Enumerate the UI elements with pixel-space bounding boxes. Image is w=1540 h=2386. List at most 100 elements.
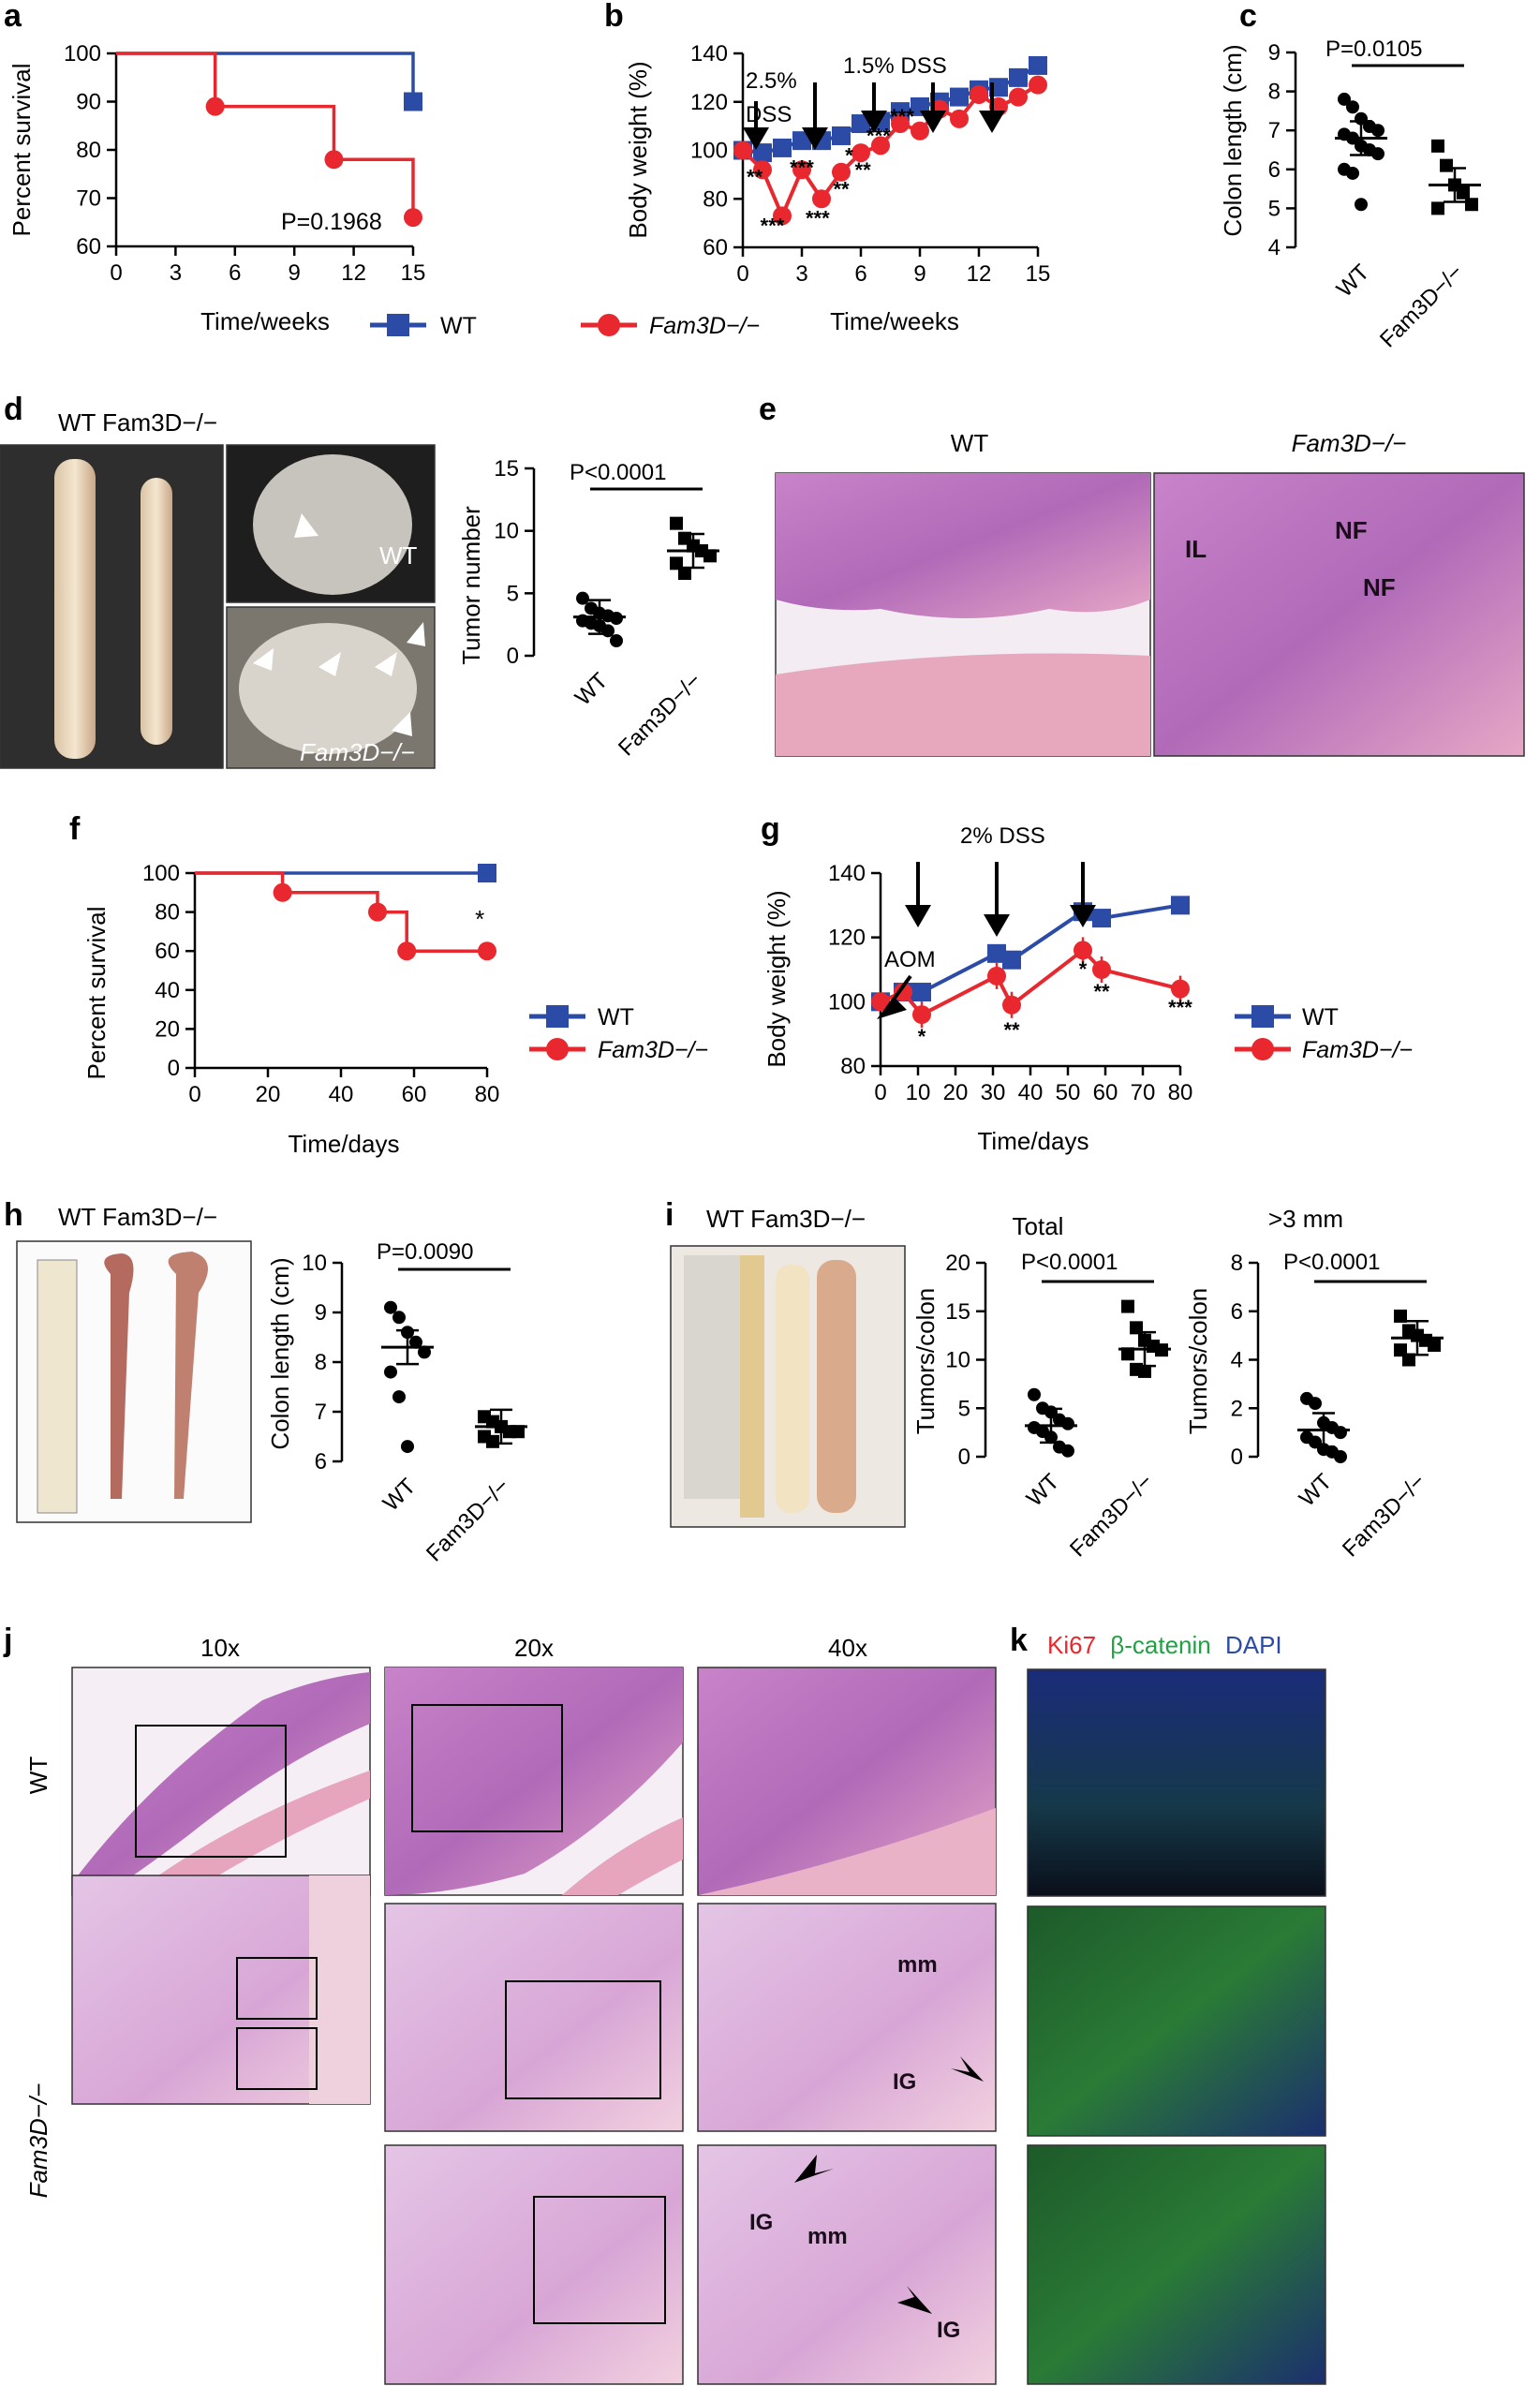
- panel-b-chart: Body weight (%) Time/weeks 2.5% DSS 1.5%…: [624, 41, 1050, 335]
- panel-h-y-tick-label: 8: [315, 1350, 327, 1375]
- panel-a-ko-point: [324, 150, 344, 170]
- panel-c-y-tick-label: 4: [1268, 235, 1281, 260]
- panel-label-j: j: [3, 1623, 12, 1658]
- panel-a-wt-point: [404, 92, 422, 111]
- panel-i-3mm-y-tick-label: 6: [1231, 1299, 1243, 1325]
- panel-h-ylabel: Colon length (cm): [266, 1257, 294, 1449]
- panel-b-sig-star: ***: [761, 214, 785, 237]
- panel-i-total-pvalue: P<0.0001: [1021, 1250, 1118, 1275]
- panel-c-ko-point: [1431, 201, 1444, 215]
- panel-i-title-total: Total: [1013, 1212, 1064, 1240]
- panel-i-colon-ko: [817, 1260, 856, 1513]
- panel-b-ko-point: [911, 121, 929, 141]
- panel-b-dss-arrow-head: [920, 111, 946, 133]
- zoom-box: [533, 2196, 666, 2324]
- panel-h-y-tick-label: 10: [302, 1251, 327, 1276]
- panel-a-y-tick-label: 100: [64, 41, 101, 67]
- panel-f-x-tick-label: 0: [188, 1082, 200, 1107]
- panel-g-wt-point: [987, 943, 1006, 963]
- panel-f-y-tick-label: 60: [155, 939, 180, 964]
- panel-g-annot-dss: 2% DSS: [960, 823, 1045, 849]
- panel-i-ruler: [740, 1255, 764, 1518]
- panel-a-x-tick-label: 15: [401, 260, 426, 286]
- panel-h-wt-point: [384, 1365, 397, 1379]
- panel-g-wt-point: [1092, 909, 1111, 928]
- panel-h-category-label: Fam3D−/−: [422, 1474, 514, 1566]
- panel-f-sig-star: *: [475, 905, 484, 933]
- panel-j-ko-40x-a: [697, 1903, 997, 2132]
- panel-i-total-ylabel: Tumors/colon: [911, 1288, 940, 1435]
- panel-b-y-tick-label: 100: [690, 139, 728, 164]
- panel-b-x-tick-label: 12: [967, 261, 992, 287]
- panel-i-total-chart: Tumors/colon P<0.0001 0 5 10 15 20 WT Fam3D−/−: [911, 1250, 1171, 1562]
- panel-f-y-tick-label: 100: [142, 861, 180, 886]
- panel-i-3mm-y-tick-label: 2: [1231, 1396, 1243, 1421]
- panel-h-y-tick-label: 7: [315, 1400, 327, 1425]
- panel-b-sig-star: ***: [890, 105, 914, 128]
- legend-ko-marker: [1251, 1038, 1274, 1060]
- panel-g-chart: Body weight (%) Time/days 2% DSS AOM 80 1…: [763, 823, 1192, 1155]
- panel-d-ko-point: [703, 549, 717, 563]
- panel-f-legend: WT Fam3D−/−: [529, 1004, 708, 1063]
- arrow-icon: [407, 622, 425, 646]
- panel-g-wt-point: [1171, 896, 1190, 915]
- panel-d-ylabel: Tumor number: [457, 506, 485, 665]
- panel-c-ylabel: Colon length (cm): [1219, 44, 1247, 236]
- panel-g-x-tick-label: 40: [1018, 1080, 1044, 1105]
- panel-b-sig-star: **: [833, 178, 850, 201]
- panel-b-annot-dss2: 1.5% DSS: [843, 53, 947, 79]
- panel-d-colon-wt: [54, 459, 96, 759]
- panel-i-3mm-chart: Tumors/colon P<0.0001 0 2 4 6 8 WT Fam3D−/−: [1184, 1250, 1444, 1562]
- panel-h-wt-point: [401, 1440, 414, 1454]
- panel-b-dss-arrow-head: [802, 127, 828, 150]
- panel-a-x-tick-label: 12: [341, 260, 366, 286]
- panel-c-y-tick-label: 8: [1268, 80, 1281, 105]
- panel-b-x-tick-label: 9: [913, 261, 925, 287]
- panel-g-x-tick-label: 80: [1168, 1080, 1193, 1105]
- panel-b-ko-point: [1029, 75, 1047, 95]
- panel-a-y-tick-label: 70: [76, 186, 101, 212]
- panel-b-annot-dss1b: DSS: [746, 102, 792, 127]
- panel-j-mm1: mm: [897, 1952, 938, 1978]
- panel-a-y-tick-label: 60: [76, 234, 101, 259]
- panel-h-ko-point: [511, 1425, 525, 1439]
- panel-a-x-tick-label: 3: [170, 260, 182, 286]
- panel-f-ko-point: [397, 941, 417, 961]
- panel-f-x-tick-label: 20: [256, 1082, 281, 1107]
- panel-f-ko-point: [368, 902, 387, 922]
- panel-b-sig-star: ***: [806, 207, 830, 230]
- panel-a-ylabel: Percent survival: [7, 64, 36, 237]
- panel-b-xlabel: Time/weeks: [830, 307, 959, 335]
- panel-b-sig-star: ***: [790, 156, 814, 179]
- panel-k-immunofluorescence: [1027, 1668, 1326, 2385]
- panel-i-colon-wt: [776, 1265, 809, 1513]
- panel-g-sig-star: **: [1003, 1018, 1020, 1042]
- panel-c-wt-point: [1371, 147, 1385, 161]
- panel-c-ko-point: [1457, 185, 1470, 200]
- panel-g-x-tick-label: 60: [1093, 1080, 1118, 1105]
- panel-b-ko-point: [832, 162, 851, 182]
- zoom-box: [411, 1704, 563, 1832]
- panel-h-ruler: [37, 1259, 78, 1514]
- panel-d-inset-ko-label: Fam3D−/−: [300, 738, 415, 766]
- panel-i-total-ko-point: [1130, 1321, 1143, 1335]
- panel-g-ko-point: [894, 983, 912, 1002]
- panel-c-wt-point: [1346, 166, 1359, 180]
- panel-a-ko-point: [205, 96, 225, 116]
- panel-label-d: d: [4, 392, 23, 427]
- panel-a-ko-point: [404, 208, 422, 228]
- panel-h-wt-point: [384, 1300, 397, 1314]
- panel-k-ko-image-a: [1027, 1905, 1326, 2137]
- panel-k-wt-image: [1027, 1668, 1326, 1897]
- panel-h-category-label: WT: [378, 1474, 422, 1517]
- panel-e-nf1-label: NF: [1335, 516, 1368, 544]
- zoom-box: [135, 1725, 287, 1858]
- panel-b-y-tick-label: 60: [703, 235, 728, 260]
- panel-a-chart: Percent survival Time/weeks P=0.1968 607…: [7, 41, 425, 335]
- panel-a-xlabel: Time/weeks: [200, 307, 330, 335]
- panel-i-header: WT Fam3D−/−: [706, 1205, 866, 1233]
- panel-g-sig-star: **: [1093, 980, 1110, 1003]
- panel-g-y-tick-label: 120: [828, 926, 866, 951]
- panel-d-pvalue: P<0.0001: [570, 460, 666, 485]
- panel-g-legend-ko: Fam3D−/−: [1302, 1037, 1413, 1063]
